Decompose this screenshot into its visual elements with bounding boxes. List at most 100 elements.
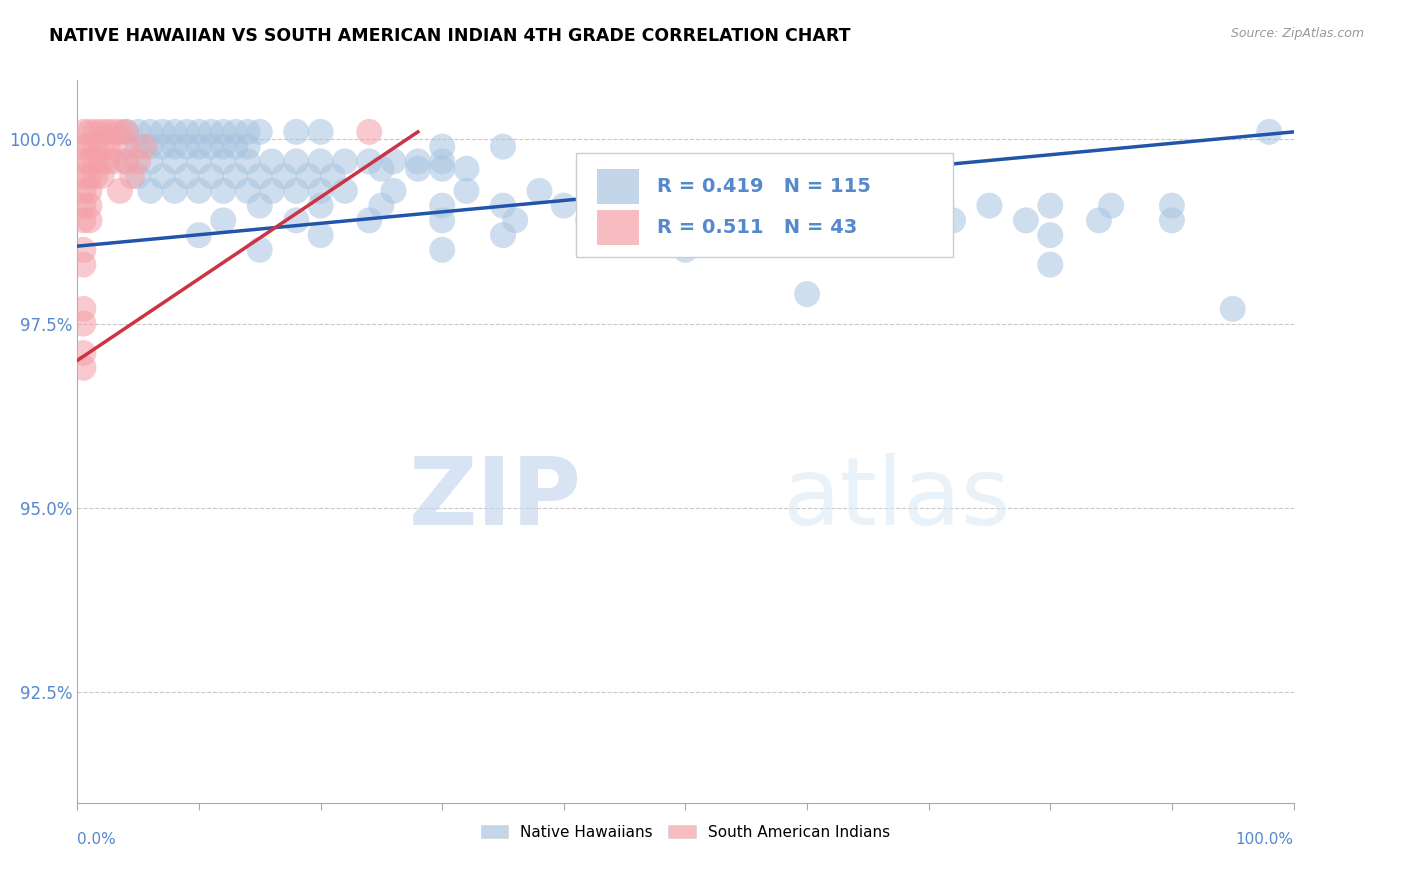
Point	[139, 125, 162, 139]
Point	[188, 184, 211, 198]
Point	[382, 184, 405, 198]
Point	[90, 125, 112, 139]
Point	[72, 169, 94, 183]
Point	[1099, 199, 1122, 213]
Point	[370, 161, 392, 176]
Point	[139, 184, 162, 198]
Text: 0.0%: 0.0%	[77, 831, 117, 847]
Point	[115, 125, 138, 139]
Point	[260, 184, 283, 198]
Point	[942, 213, 965, 227]
Point	[1039, 228, 1062, 243]
Point	[236, 139, 259, 153]
Point	[576, 213, 599, 227]
Point	[103, 154, 125, 169]
Point	[249, 243, 271, 257]
Point	[333, 154, 356, 169]
Point	[152, 125, 174, 139]
Point	[84, 139, 107, 153]
Point	[163, 154, 186, 169]
Point	[650, 213, 672, 227]
Point	[675, 199, 697, 213]
Point	[212, 213, 235, 227]
Point	[163, 184, 186, 198]
Point	[456, 184, 478, 198]
Point	[139, 154, 162, 169]
Point	[309, 125, 332, 139]
Text: R = 0.419   N = 115: R = 0.419 N = 115	[658, 177, 872, 196]
Point	[309, 184, 332, 198]
Point	[134, 139, 156, 153]
Point	[359, 213, 381, 227]
Text: atlas: atlas	[783, 453, 1011, 545]
Point	[273, 169, 295, 183]
Point	[260, 154, 283, 169]
Point	[1015, 213, 1038, 227]
Point	[72, 139, 94, 153]
Point	[115, 139, 138, 153]
Point	[1161, 213, 1184, 227]
Point	[121, 169, 143, 183]
Point	[115, 154, 138, 169]
Point	[72, 199, 94, 213]
Point	[176, 139, 198, 153]
Text: 100.0%: 100.0%	[1236, 831, 1294, 847]
Point	[285, 213, 308, 227]
Point	[236, 125, 259, 139]
Point	[529, 184, 551, 198]
Point	[97, 139, 120, 153]
Text: ZIP: ZIP	[409, 453, 582, 545]
Point	[675, 228, 697, 243]
Point	[72, 317, 94, 331]
Point	[869, 213, 891, 227]
Point	[224, 125, 246, 139]
Point	[1258, 125, 1281, 139]
Point	[79, 154, 101, 169]
Point	[176, 169, 198, 183]
Point	[200, 169, 222, 183]
Point	[249, 169, 271, 183]
Point	[72, 346, 94, 360]
Point	[163, 139, 186, 153]
Point	[72, 213, 94, 227]
Point	[84, 154, 107, 169]
Point	[115, 154, 138, 169]
Point	[108, 184, 131, 198]
Point	[176, 125, 198, 139]
Point	[79, 213, 101, 227]
Point	[370, 199, 392, 213]
Point	[188, 228, 211, 243]
Point	[856, 228, 879, 243]
Point	[918, 199, 941, 213]
Point	[72, 301, 94, 316]
Point	[127, 125, 149, 139]
Point	[675, 243, 697, 257]
Point	[84, 125, 107, 139]
Point	[359, 125, 381, 139]
Point	[406, 161, 429, 176]
Point	[735, 199, 758, 213]
Point	[212, 139, 235, 153]
Point	[79, 184, 101, 198]
Point	[139, 139, 162, 153]
Point	[90, 139, 112, 153]
Point	[1222, 301, 1244, 316]
Point	[84, 169, 107, 183]
Point	[127, 139, 149, 153]
Point	[200, 125, 222, 139]
Point	[212, 125, 235, 139]
Point	[72, 184, 94, 198]
FancyBboxPatch shape	[576, 153, 953, 257]
Point	[188, 154, 211, 169]
Point	[1161, 199, 1184, 213]
Point	[503, 213, 526, 227]
Point	[430, 154, 453, 169]
Point	[163, 125, 186, 139]
Point	[212, 184, 235, 198]
Point	[406, 154, 429, 169]
Point	[430, 161, 453, 176]
Point	[72, 243, 94, 257]
Point	[188, 139, 211, 153]
Point	[236, 154, 259, 169]
Point	[1039, 258, 1062, 272]
